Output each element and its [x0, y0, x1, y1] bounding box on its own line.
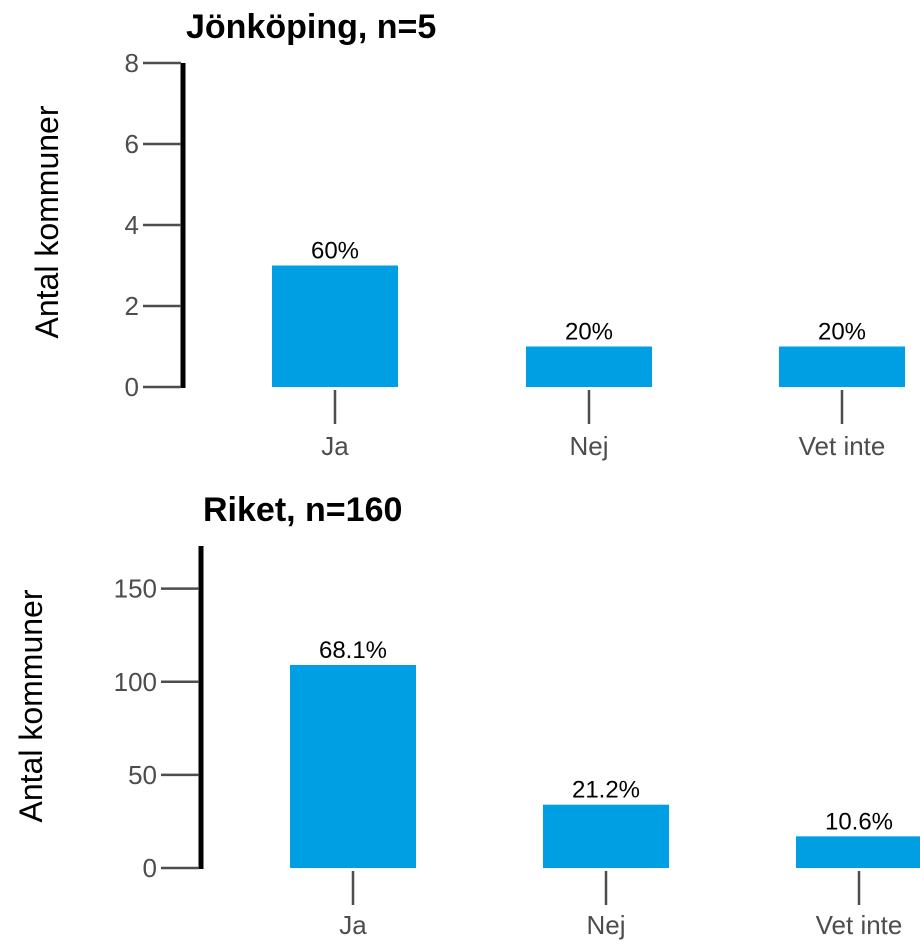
y-tick-label: 100 [114, 667, 157, 697]
bar-data-label: 60% [311, 238, 359, 265]
x-tick-label: Vet inte [816, 910, 903, 940]
bar [779, 346, 905, 387]
x-tick-label: Ja [339, 910, 367, 940]
y-tick-label: 0 [143, 853, 157, 883]
bar [272, 265, 398, 387]
chart-title: Riket, n=160 [203, 491, 402, 529]
bar-data-label: 10.6% [825, 808, 893, 835]
bar [543, 804, 669, 868]
x-tick-label: Vet inte [799, 431, 886, 461]
bar [796, 836, 920, 868]
bar-data-label: 68.1% [319, 637, 387, 664]
x-tick-label: Ja [321, 431, 349, 461]
y-tick-label: 50 [128, 760, 157, 790]
chart-panel-jonkoping: Jönköping, n=5 Antal kommuner 0 2 4 6 8 60% Ja… [29, 8, 905, 461]
x-tick-label: Nej [569, 431, 608, 461]
bar-data-label: 20% [818, 319, 866, 346]
bar [526, 346, 652, 387]
y-tick-label: 0 [125, 372, 139, 402]
y-tick-label: 150 [114, 574, 157, 604]
y-tick-label: 6 [125, 129, 139, 159]
chart-title: Jönköping, n=5 [186, 8, 436, 46]
chart-panel-riket: Riket, n=160 Antal kommuner 0 50 100 150 68.… [13, 491, 920, 940]
bar-data-label: 21.2% [572, 777, 640, 804]
x-tick-label: Nej [586, 910, 625, 940]
bar [290, 664, 416, 868]
bar-data-label: 20% [565, 319, 613, 346]
y-axis-label: Antal kommuner [13, 589, 49, 822]
y-axis-label: Antal kommuner [29, 105, 65, 338]
y-tick-label: 4 [125, 210, 139, 240]
y-tick-label: 8 [125, 48, 139, 78]
y-tick-label: 2 [125, 291, 139, 321]
